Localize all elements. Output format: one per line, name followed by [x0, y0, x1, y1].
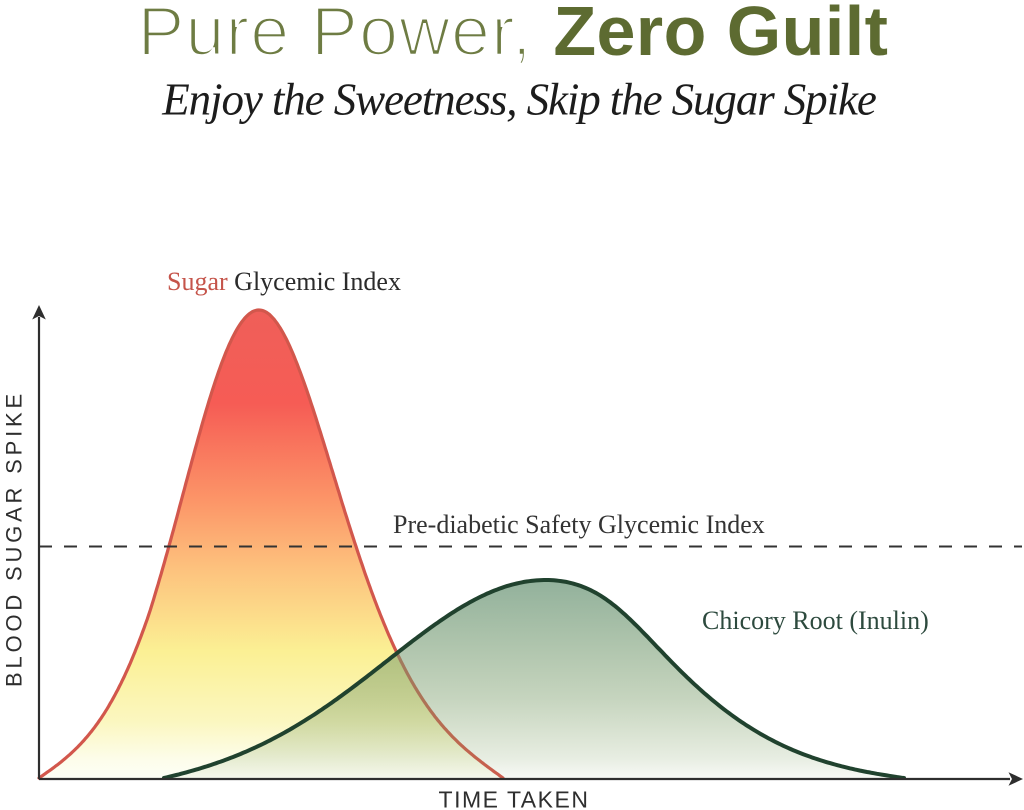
svg-text:Enjoy the Sweetness, Skip the: Enjoy the Sweetness, Skip the Sugar Spik… [161, 75, 876, 125]
svg-text:Pure Power, Zero Guilt: Pure Power, Zero Guilt [138, 0, 889, 70]
svg-text:BLOOD SUGAR SPIKE: BLOOD SUGAR SPIKE [2, 390, 27, 687]
svg-text:Pre-diabetic Safety Glycemic I: Pre-diabetic Safety Glycemic Index [393, 510, 765, 539]
svg-text:Sugar Glycemic Index: Sugar Glycemic Index [167, 267, 401, 296]
svg-text:TIME TAKEN: TIME TAKEN [439, 787, 590, 810]
svg-text:Chicory Root (Inulin): Chicory Root (Inulin) [702, 606, 929, 635]
